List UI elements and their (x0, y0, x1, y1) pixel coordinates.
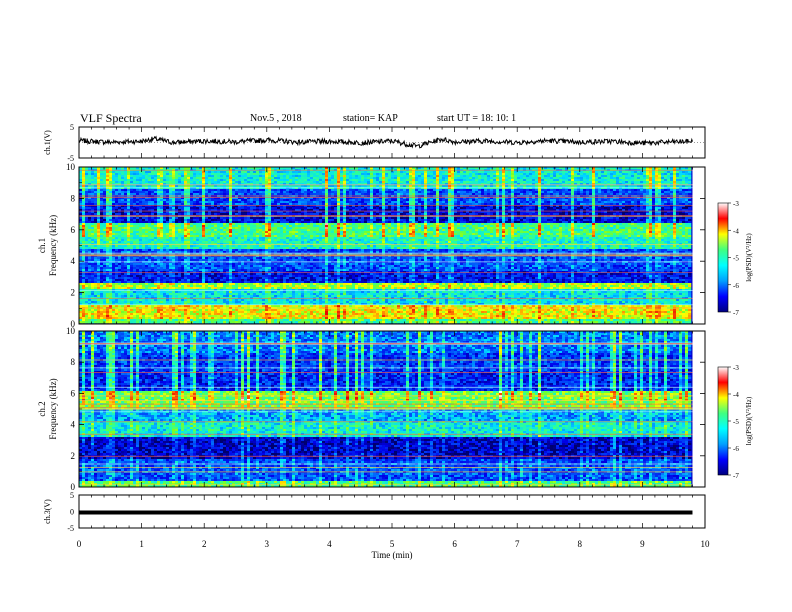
xtick-label: 9 (640, 539, 645, 549)
ch1-ytick-label: 2 (71, 288, 76, 298)
ch2-colorbar-tick-label: -6 (733, 445, 739, 453)
ch2-colorbar-tick-label: -5 (733, 418, 739, 426)
ch2-colorbar-tick-label: -3 (733, 364, 739, 372)
ch3-ytick-label: 5 (70, 491, 74, 500)
ch1-ytick-label: 8 (71, 193, 76, 203)
ch3-wave-ylabel: ch.3(V) (43, 499, 52, 524)
ch1-spectrogram (79, 167, 692, 324)
xtick-label: 0 (77, 539, 82, 549)
xtick-label: 2 (202, 539, 207, 549)
xtick-label: 6 (452, 539, 457, 549)
ch1-ytick-label: 5 (70, 123, 74, 132)
ch3-ytick-label: 0 (70, 508, 74, 517)
ch1-ytick-label: 10 (66, 162, 76, 172)
xtick-label: 3 (265, 539, 270, 549)
ch1-colorbar-tick-label: -4 (733, 227, 739, 235)
ch1-spec-ylabel: Frequency (kHz) (48, 215, 58, 276)
ch1-colorbar-label: log(PSD)(V²/Hz) (745, 233, 753, 282)
ch2-ytick-label: 10 (66, 326, 76, 336)
ch1-colorbar-tick-label: -7 (733, 309, 739, 317)
ch3-ytick-label: -5 (67, 524, 74, 533)
ch2-colorbar-tick-label: -4 (733, 391, 739, 399)
ch2-ytick-label: 4 (71, 420, 76, 430)
xtick-label: 4 (327, 539, 332, 549)
ch1-wave-ylabel: ch.1(V) (43, 130, 52, 155)
ch2-colorbar-label: log(PSD)(V²/Hz) (745, 396, 753, 445)
ch2-ytick-label: 8 (71, 357, 76, 367)
ch1-colorbar-tick-label: -5 (733, 255, 739, 263)
ch2-ytick-label: 6 (71, 388, 76, 398)
ch2-spec-ylabel: Frequency (kHz) (48, 378, 58, 439)
ch1-ytick-label: 4 (71, 256, 76, 266)
ch2-spectrogram (79, 331, 692, 487)
ch2-spec-ylabel-channel: ch.2 (37, 401, 47, 416)
ch2-colorbar-tick-label: -7 (733, 472, 739, 480)
xtick-label: 5 (390, 539, 395, 549)
ch1-colorbar-tick-label: -6 (733, 282, 739, 290)
xtick-label: 7 (515, 539, 520, 549)
xtick-label: 10 (701, 539, 711, 549)
ch2-colorbar (718, 367, 728, 475)
ch1-spec-ylabel-channel: ch.1 (37, 238, 47, 253)
vlf-figure: 5-5ch.1(V)10864201086420ch.1 Frequency (k… (0, 0, 792, 612)
ch1-colorbar-tick-label: -3 (733, 200, 739, 208)
xtick-label: 8 (578, 539, 583, 549)
xtick-label: 1 (139, 539, 144, 549)
ch1-ytick-label: 6 (71, 225, 76, 235)
ch2-ytick-label: 2 (71, 451, 76, 461)
xaxis-label: Time (min) (372, 550, 413, 560)
ch1-colorbar (718, 203, 728, 312)
